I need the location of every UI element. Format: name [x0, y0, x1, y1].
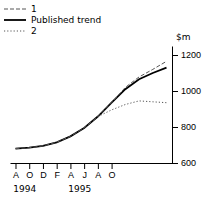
x-tick: O	[26, 163, 33, 180]
x-tick-label: D	[40, 170, 47, 180]
chart: AODFAJAO60080010001200$m199419951Publish…	[0, 0, 206, 197]
x-tick-label: F	[54, 170, 60, 180]
series-line	[15, 68, 166, 149]
legend-entry: Published trend	[4, 15, 101, 25]
x-axis-line	[11, 163, 173, 164]
x-tick-mark	[112, 163, 113, 169]
legend: 1Published trend2	[4, 4, 101, 36]
x-tick-mark	[57, 163, 58, 169]
x-tick-label: A	[13, 170, 19, 180]
y-axis-title: $m	[176, 32, 191, 42]
y-tick-mark	[172, 163, 178, 164]
y-tick: 1200	[172, 50, 201, 60]
lines	[15, 61, 166, 148]
legend-label: Published trend	[31, 15, 101, 25]
x-tick-mark	[43, 163, 44, 169]
y-axis: 600 800 1000 1200	[172, 47, 201, 169]
plot: AODFAJAO60080010001200$m19941995	[11, 32, 202, 194]
x-tick: A	[13, 163, 19, 180]
x-tick-label: O	[26, 170, 33, 180]
x-tick-label: J	[82, 170, 87, 180]
series-line	[15, 61, 166, 148]
legend-swatch	[4, 9, 26, 10]
x-tick: A	[95, 163, 101, 180]
y-tick-label: 800	[181, 122, 196, 132]
x-tick-label: A	[95, 170, 101, 180]
legend-label: 1	[31, 4, 37, 14]
y-tick-mark	[172, 91, 178, 92]
y-tick-mark	[172, 55, 178, 56]
x-tick-label: O	[109, 170, 116, 180]
legend-swatch	[4, 31, 26, 32]
annotation: 1995	[68, 184, 91, 194]
y-tick-mark	[172, 127, 178, 128]
x-tick-mark	[70, 163, 71, 169]
x-tick-mark	[98, 163, 99, 169]
legend-entry: 1	[4, 4, 37, 14]
x-tick: F	[54, 163, 60, 180]
x-tick-label: A	[68, 170, 74, 180]
y-tick-label: 600	[181, 158, 196, 168]
x-tick: A	[68, 163, 74, 180]
x-tick-mark	[15, 163, 16, 169]
y-tick: 600	[172, 158, 196, 168]
x-tick-mark	[29, 163, 30, 169]
x-tick: O	[109, 163, 116, 180]
x-axis: AODFAJAO	[11, 163, 173, 180]
y-axis-line	[172, 47, 173, 164]
legend-entry: 2	[4, 26, 37, 36]
x-tick: J	[82, 163, 87, 180]
annotation: 1994	[13, 184, 36, 194]
y-tick: 1000	[172, 86, 201, 96]
y-tick: 800	[172, 122, 196, 132]
legend-swatch	[4, 19, 26, 21]
series-line	[98, 101, 167, 117]
y-tick-label: 1000	[181, 86, 201, 96]
x-tick-mark	[84, 163, 85, 169]
legend-label: 2	[31, 26, 37, 36]
y-tick-label: 1200	[181, 50, 201, 60]
x-tick: D	[40, 163, 47, 180]
